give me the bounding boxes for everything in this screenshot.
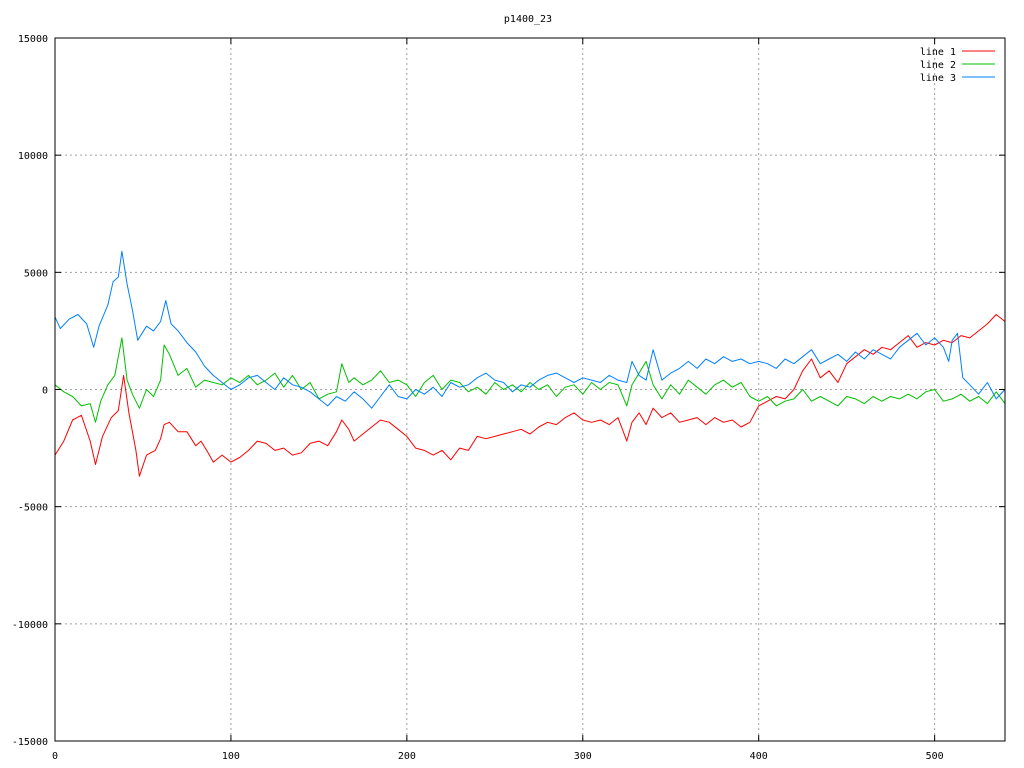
series-group (54, 250, 1006, 477)
x-tick-label: 100 (222, 751, 240, 762)
axis-ticks: 0 100 200 300 400 500 -15000 -10000 -5000 0 5000 10… (12, 34, 1005, 762)
y-tick-label: 5000 (24, 268, 48, 279)
y-tick-label: -15000 (12, 737, 48, 748)
y-tick-label: 15000 (18, 34, 48, 45)
x-tick-label: 300 (574, 751, 592, 762)
y-tick-label: -10000 (12, 620, 48, 631)
chart-title: p1400_23 (504, 14, 552, 25)
y-tick-label: 10000 (18, 151, 48, 162)
legend-label: line 3 (920, 73, 956, 84)
x-tick-label: 0 (52, 751, 58, 762)
series-line-2 (54, 337, 1006, 423)
x-tick-label: 200 (398, 751, 416, 762)
y-tick-label: -5000 (18, 503, 48, 514)
series-line-3 (54, 250, 1006, 409)
x-tick-label: 400 (750, 751, 768, 762)
x-tick-label: 500 (926, 751, 944, 762)
series-line-1 (54, 314, 1006, 477)
grid (55, 38, 1005, 741)
legend-label: line 1 (920, 47, 956, 58)
legend-label: line 2 (920, 60, 956, 71)
y-tick-label: 0 (42, 386, 48, 397)
legend: line 1 line 2 line 3 (920, 47, 995, 84)
